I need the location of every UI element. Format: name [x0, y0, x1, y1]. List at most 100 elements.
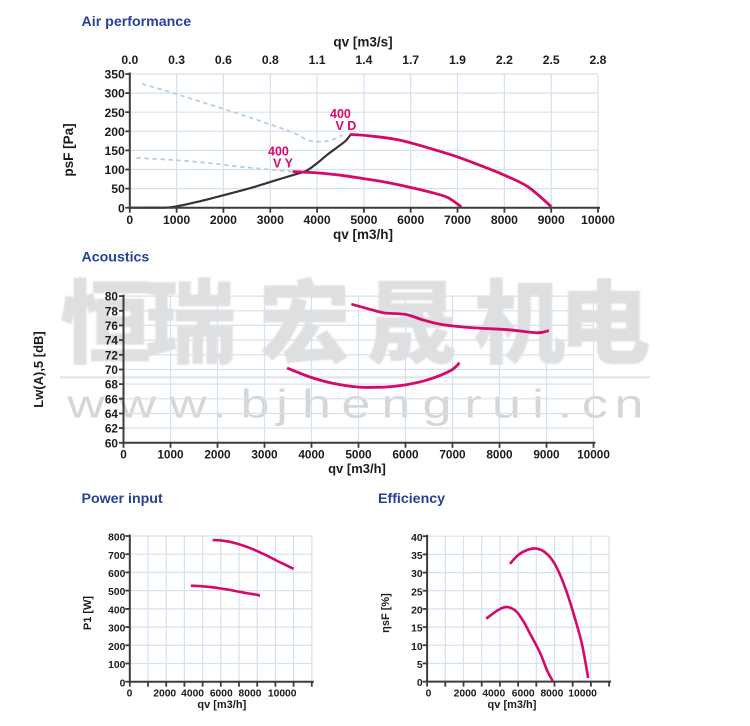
svg-text:Power input: Power input	[82, 491, 163, 507]
svg-text:0.3: 0.3	[168, 53, 185, 67]
svg-text:3000: 3000	[251, 448, 278, 462]
svg-text:8000: 8000	[491, 213, 518, 227]
svg-text:2.2: 2.2	[496, 53, 513, 67]
svg-text:6000: 6000	[512, 689, 535, 700]
svg-text:10000: 10000	[581, 213, 615, 227]
svg-text:10: 10	[411, 642, 423, 653]
svg-text:0.0: 0.0	[121, 53, 138, 67]
svg-text:78: 78	[105, 304, 119, 318]
svg-text:b: b	[241, 381, 270, 426]
svg-text:8000: 8000	[540, 689, 563, 700]
svg-text:1000: 1000	[157, 448, 184, 462]
svg-text:1.7: 1.7	[402, 53, 419, 67]
svg-text:60: 60	[105, 436, 119, 450]
svg-text:5: 5	[417, 660, 423, 671]
svg-text:400: 400	[108, 606, 125, 617]
svg-text:200: 200	[108, 642, 125, 653]
svg-text:64: 64	[105, 407, 119, 421]
svg-text:200: 200	[104, 125, 125, 139]
svg-text:7000: 7000	[444, 213, 471, 227]
svg-text:qv [m3/h]: qv [m3/h]	[488, 699, 537, 711]
svg-text:qv [m3/h]: qv [m3/h]	[197, 699, 246, 711]
svg-text:0: 0	[417, 678, 423, 689]
svg-text:9000: 9000	[533, 448, 560, 462]
svg-text:2000: 2000	[153, 689, 176, 700]
svg-text:300: 300	[104, 87, 125, 101]
svg-text:100: 100	[104, 163, 125, 177]
svg-text:Lw(A),5 [dB]: Lw(A),5 [dB]	[31, 331, 46, 408]
svg-text:2000: 2000	[454, 689, 477, 700]
svg-text:25: 25	[411, 587, 423, 598]
svg-text:2000: 2000	[210, 213, 237, 227]
svg-text:66: 66	[105, 392, 119, 406]
svg-text:72: 72	[105, 348, 119, 362]
svg-text:10000: 10000	[268, 689, 297, 700]
svg-text:8000: 8000	[486, 448, 513, 462]
svg-text:h: h	[302, 381, 331, 426]
svg-text:4000: 4000	[181, 689, 204, 700]
svg-text:ηsF [%]: ηsF [%]	[380, 593, 392, 633]
svg-text:V D: V D	[336, 119, 357, 133]
svg-text:70: 70	[105, 363, 119, 377]
svg-text:3000: 3000	[257, 213, 284, 227]
svg-text:g: g	[423, 381, 452, 426]
svg-text:80: 80	[105, 290, 119, 304]
svg-text:.: .	[558, 381, 572, 426]
svg-text:150: 150	[104, 144, 125, 158]
svg-text:100: 100	[108, 660, 125, 671]
svg-text:74: 74	[105, 334, 119, 348]
svg-text:15: 15	[411, 624, 423, 635]
svg-text:68: 68	[105, 378, 119, 392]
svg-text:300: 300	[108, 624, 125, 635]
svg-text:7000: 7000	[439, 448, 466, 462]
svg-text:u: u	[492, 381, 521, 426]
svg-text:62: 62	[105, 422, 119, 436]
svg-text:V Y: V Y	[273, 157, 294, 171]
svg-text:n: n	[615, 381, 644, 426]
svg-text:250: 250	[104, 106, 125, 120]
svg-text:800: 800	[108, 533, 125, 544]
svg-text:0: 0	[127, 689, 133, 700]
svg-text:w: w	[168, 381, 207, 426]
svg-text:600: 600	[108, 569, 125, 580]
svg-text:2.5: 2.5	[543, 53, 560, 67]
svg-text:1.9: 1.9	[449, 53, 466, 67]
svg-text:35: 35	[411, 551, 423, 562]
svg-text:350: 350	[104, 68, 125, 82]
svg-text:0: 0	[426, 689, 432, 700]
svg-text:6000: 6000	[392, 448, 419, 462]
svg-text:9000: 9000	[538, 213, 565, 227]
svg-text:0: 0	[126, 213, 133, 227]
svg-text:50: 50	[111, 182, 125, 196]
svg-text:4000: 4000	[298, 448, 325, 462]
svg-text:4000: 4000	[304, 213, 331, 227]
svg-text:700: 700	[108, 551, 125, 562]
svg-text:1.1: 1.1	[309, 53, 326, 67]
svg-text:qv [m3/s]: qv [m3/s]	[333, 35, 392, 50]
svg-text:500: 500	[108, 587, 125, 598]
svg-text:5000: 5000	[345, 448, 372, 462]
svg-text:psF [Pa]: psF [Pa]	[61, 123, 76, 176]
svg-text:30: 30	[411, 569, 423, 580]
svg-text:20: 20	[411, 606, 423, 617]
svg-text:6000: 6000	[210, 689, 233, 700]
svg-text:6000: 6000	[397, 213, 424, 227]
svg-text:i: i	[532, 381, 544, 426]
svg-text:0: 0	[120, 678, 126, 689]
svg-text:1.4: 1.4	[355, 53, 372, 67]
svg-text:0: 0	[118, 201, 125, 215]
svg-text:4000: 4000	[482, 689, 505, 700]
svg-text:10000: 10000	[568, 689, 597, 700]
svg-text:0: 0	[120, 448, 127, 462]
svg-text:qv [m3/h]: qv [m3/h]	[333, 227, 393, 242]
svg-text:10000: 10000	[577, 448, 610, 462]
svg-text:1000: 1000	[163, 213, 190, 227]
svg-text:qv [m3/h]: qv [m3/h]	[328, 461, 386, 476]
svg-text:5000: 5000	[350, 213, 377, 227]
svg-text:40: 40	[411, 533, 423, 544]
svg-text:w: w	[66, 381, 105, 426]
svg-text:0.6: 0.6	[215, 53, 232, 67]
svg-text:c: c	[582, 381, 608, 426]
svg-text:8000: 8000	[239, 689, 262, 700]
svg-text:Air performance: Air performance	[82, 14, 192, 30]
